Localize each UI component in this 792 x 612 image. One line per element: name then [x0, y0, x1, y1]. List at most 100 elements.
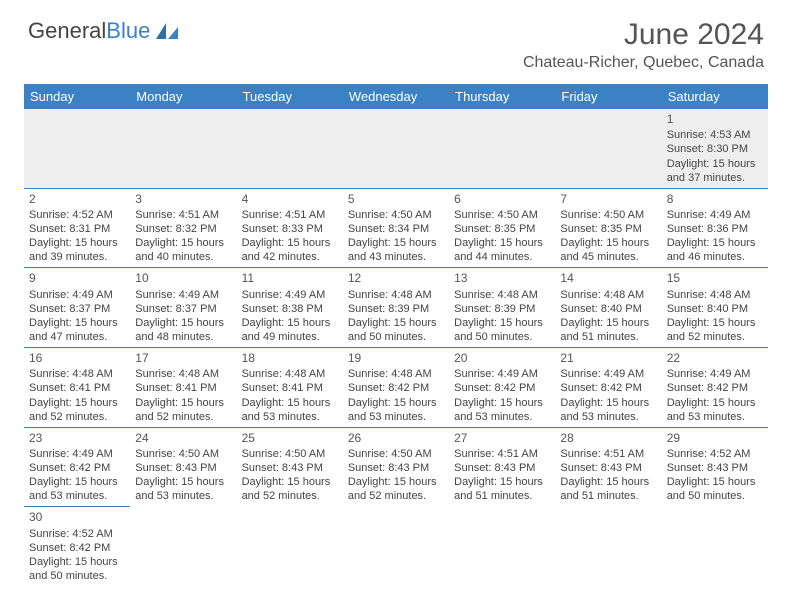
sunset-line: Sunset: 8:39 PM [348, 302, 444, 316]
sunset-line: Sunset: 8:39 PM [454, 302, 550, 316]
empty-cell [555, 109, 661, 188]
daylight-line-1: Daylight: 15 hours [29, 555, 125, 569]
sunrise-line: Sunrise: 4:49 AM [242, 288, 338, 302]
day-number: 15 [667, 271, 763, 286]
sunrise-line: Sunrise: 4:51 AM [135, 208, 231, 222]
day-number: 11 [242, 271, 338, 286]
day-number: 13 [454, 271, 550, 286]
daylight-line-1: Daylight: 15 hours [29, 236, 125, 250]
day-cell: 18Sunrise: 4:48 AMSunset: 8:41 PMDayligh… [237, 348, 343, 428]
daylight-line-1: Daylight: 15 hours [348, 316, 444, 330]
empty-cell [555, 507, 661, 586]
sunset-line: Sunset: 8:41 PM [29, 381, 125, 395]
daylight-line-1: Daylight: 15 hours [560, 236, 656, 250]
day-cell: 7Sunrise: 4:50 AMSunset: 8:35 PMDaylight… [555, 188, 661, 268]
sunset-line: Sunset: 8:34 PM [348, 222, 444, 236]
day-cell: 30Sunrise: 4:52 AMSunset: 8:42 PMDayligh… [24, 507, 130, 586]
sunset-line: Sunset: 8:43 PM [135, 461, 231, 475]
day-cell: 27Sunrise: 4:51 AMSunset: 8:43 PMDayligh… [449, 427, 555, 507]
sunrise-line: Sunrise: 4:51 AM [454, 447, 550, 461]
day-number: 18 [242, 351, 338, 366]
calendar-row: 23Sunrise: 4:49 AMSunset: 8:42 PMDayligh… [24, 427, 768, 507]
daylight-line-1: Daylight: 15 hours [454, 475, 550, 489]
day-number: 2 [29, 192, 125, 207]
daylight-line-2: and 52 minutes. [667, 330, 763, 344]
sunrise-line: Sunrise: 4:50 AM [454, 208, 550, 222]
sunset-line: Sunset: 8:36 PM [667, 222, 763, 236]
day-number: 20 [454, 351, 550, 366]
daylight-line-2: and 53 minutes. [560, 410, 656, 424]
day-number: 14 [560, 271, 656, 286]
daylight-line-1: Daylight: 15 hours [667, 475, 763, 489]
empty-cell [449, 109, 555, 188]
empty-cell [130, 109, 236, 188]
sunrise-line: Sunrise: 4:50 AM [135, 447, 231, 461]
daylight-line-2: and 52 minutes. [242, 489, 338, 503]
day-number: 30 [29, 510, 125, 525]
weekday-header: Sunday [24, 84, 130, 109]
day-cell: 6Sunrise: 4:50 AMSunset: 8:35 PMDaylight… [449, 188, 555, 268]
empty-cell [237, 507, 343, 586]
daylight-line-1: Daylight: 15 hours [348, 236, 444, 250]
daylight-line-2: and 37 minutes. [667, 171, 763, 185]
daylight-line-1: Daylight: 15 hours [135, 236, 231, 250]
day-number: 19 [348, 351, 444, 366]
calendar-row: 16Sunrise: 4:48 AMSunset: 8:41 PM Dayligh… [24, 348, 768, 428]
sunrise-line: Sunrise: 4:53 AM [667, 128, 763, 142]
daylight-line-2: and 39 minutes. [29, 250, 125, 264]
daylight-line-1: Daylight: 15 hours [667, 157, 763, 171]
day-number: 25 [242, 431, 338, 446]
daylight-line-1: Daylight: 15 hours [454, 316, 550, 330]
title-block: June 2024 Chateau-Richer, Quebec, Canada [523, 18, 764, 72]
daylight-line-1: Daylight: 15 hours [29, 475, 125, 489]
daylight-line-1: Daylight: 15 hours [560, 475, 656, 489]
sunset-line: Sunset: 8:43 PM [560, 461, 656, 475]
day-cell: 24Sunrise: 4:50 AMSunset: 8:43 PMDayligh… [130, 427, 236, 507]
empty-cell [130, 507, 236, 586]
daylight-line-1: Daylight: 15 hours [242, 396, 338, 410]
sunset-line: Sunset: 8:37 PM [29, 302, 125, 316]
daylight-line-2: and 52 minutes. [29, 410, 125, 424]
sunset-line: Sunset: 8:38 PM [242, 302, 338, 316]
day-cell: 28Sunrise: 4:51 AMSunset: 8:43 PMDayligh… [555, 427, 661, 507]
day-cell: 9Sunrise: 4:49 AMSunset: 8:37 PMDaylight… [24, 268, 130, 348]
sunset-line: Sunset: 8:42 PM [454, 381, 550, 395]
weekday-header: Friday [555, 84, 661, 109]
day-cell: 12 Sunrise: 4:48 AMSunset: 8:39 PMDayligh… [343, 268, 449, 348]
sunrise-line: Sunrise: 4:48 AM [29, 367, 125, 381]
sunset-line: Sunset: 8:43 PM [667, 461, 763, 475]
day-number: 21 [560, 351, 656, 366]
sunset-line: Sunset: 8:32 PM [135, 222, 231, 236]
daylight-line-1: Daylight: 15 hours [667, 396, 763, 410]
daylight-line-2: and 51 minutes. [560, 330, 656, 344]
daylight-line-2: and 52 minutes. [348, 489, 444, 503]
empty-cell [343, 109, 449, 188]
empty-cell [24, 109, 130, 188]
day-cell: 13 Sunrise: 4:48 AMSunset: 8:39 PMDayligh… [449, 268, 555, 348]
day-cell: 25Sunrise: 4:50 AMSunset: 8:43 PMDayligh… [237, 427, 343, 507]
day-number: 16 [29, 351, 125, 366]
sunrise-line: Sunrise: 4:48 AM [348, 288, 444, 302]
day-cell: 22Sunrise: 4:49 AMSunset: 8:42 PMDayligh… [662, 348, 768, 428]
sunrise-line: Sunrise: 4:48 AM [454, 288, 550, 302]
sunrise-line: Sunrise: 4:48 AM [560, 288, 656, 302]
daylight-line-1: Daylight: 15 hours [242, 236, 338, 250]
weekday-header: Monday [130, 84, 236, 109]
sunrise-line: Sunrise: 4:50 AM [560, 208, 656, 222]
day-cell: 1Sunrise: 4:53 AMSunset: 8:30 PMDaylight… [662, 109, 768, 188]
sunrise-line: Sunrise: 4:52 AM [667, 447, 763, 461]
sunrise-line: Sunrise: 4:49 AM [135, 288, 231, 302]
weekday-row: SundayMondayTuesdayWednesdayThursdayFrid… [24, 84, 768, 109]
day-number: 5 [348, 192, 444, 207]
daylight-line-2: and 45 minutes. [560, 250, 656, 264]
day-number: 23 [29, 431, 125, 446]
empty-cell [449, 507, 555, 586]
day-number: 12 [348, 271, 444, 286]
daylight-line-2: and 53 minutes. [29, 489, 125, 503]
sunrise-line: Sunrise: 4:48 AM [667, 288, 763, 302]
weekday-header: Tuesday [237, 84, 343, 109]
weekday-header: Thursday [449, 84, 555, 109]
day-cell: 14Sunrise: 4:48 AMSunset: 8:40 PMDayligh… [555, 268, 661, 348]
location: Chateau-Richer, Quebec, Canada [523, 54, 764, 72]
calendar-row: 9Sunrise: 4:49 AMSunset: 8:37 PMDaylight… [24, 268, 768, 348]
